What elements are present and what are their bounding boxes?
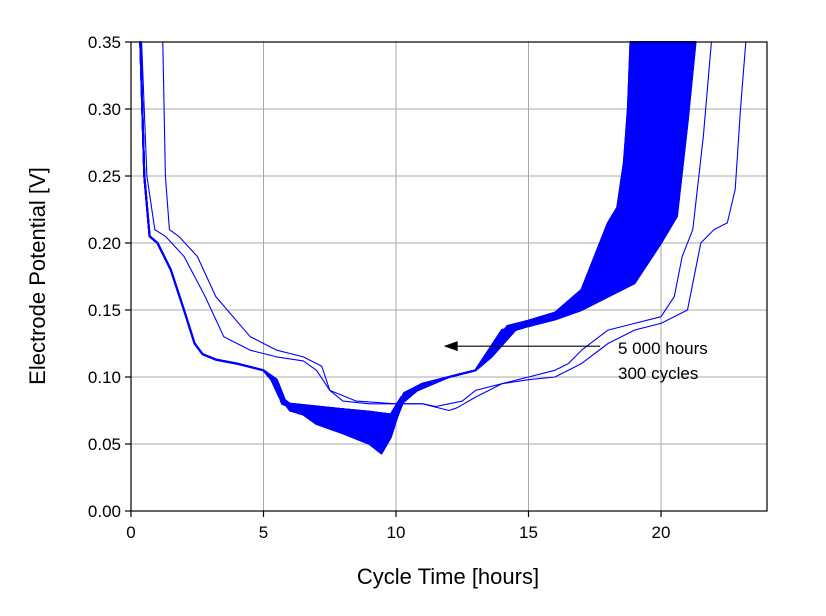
y-tick-label: 0.35 [88,33,121,52]
y-tick-label: 0.10 [88,368,121,387]
plot-frame [130,41,768,512]
cycle-band [139,41,644,455]
annotation-line-1: 5 000 hours [618,339,708,358]
x-tick-label: 15 [519,523,538,542]
cycle-curve [139,41,632,455]
y-tick-label: 0.05 [88,435,121,454]
y-tick-label: 0.25 [88,167,121,186]
annotation-line-2: 300 cycles [618,364,698,383]
cycle-curve [162,41,747,412]
y-axis-title: Electrode Potential [V] [25,167,50,385]
axis-ticks [125,41,662,517]
x-tick-label: 5 [259,523,268,542]
cycle-band [139,41,697,421]
series-lines [139,41,747,455]
cycle-curve [141,41,712,408]
x-tick-label: 20 [652,523,671,542]
x-axis-title: Cycle Time [hours] [357,564,539,589]
y-tick-label: 0.00 [88,502,121,521]
cycle-curve [139,41,697,421]
x-tick-label: 0 [126,523,135,542]
data-band [139,41,697,455]
annotation-arrowhead [443,341,458,352]
x-tick-label: 10 [387,523,406,542]
y-tick-labels: 0.00 0.05 0.10 0.15 0.20 0.25 0.30 0.35 [88,33,121,521]
y-tick-label: 0.20 [88,234,121,253]
y-tick-label: 0.30 [88,100,121,119]
x-tick-labels: 0 5 10 15 20 [126,523,670,542]
annotation: 5 000 hours 300 cycles [443,339,708,383]
y-tick-label: 0.15 [88,301,121,320]
